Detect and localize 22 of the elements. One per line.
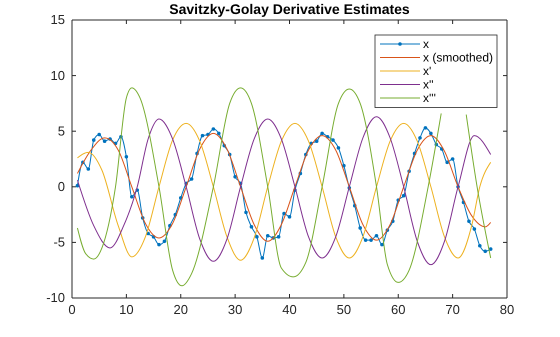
x-tick-label: 0 <box>68 302 76 318</box>
y-tick-label: 0 <box>58 178 65 194</box>
legend-label: x (smoothed) <box>423 50 494 64</box>
x-tick-label: 10 <box>119 302 134 318</box>
y-tick-label: 5 <box>58 123 65 138</box>
chart-title: Savitzky-Golay Derivative Estimates <box>169 1 410 17</box>
legend-label: x' <box>423 64 432 78</box>
x-tick-label: 70 <box>445 302 460 318</box>
x-tick-label: 50 <box>336 302 352 318</box>
legend-label: x'' <box>423 78 434 92</box>
y-tick-label: 10 <box>50 68 65 83</box>
x-tick-label: 20 <box>174 302 188 318</box>
x-tick-label: 40 <box>282 302 297 318</box>
y-tick-label: -5 <box>53 234 65 250</box>
legend-label: x''' <box>423 91 436 105</box>
x-tick-label: 30 <box>228 302 242 318</box>
line-series <box>76 132 492 242</box>
x-tick-label: 80 <box>500 302 514 318</box>
y-tick-label: 15 <box>50 12 65 28</box>
x-tick-label: 60 <box>391 302 406 318</box>
legend-label: x <box>423 37 429 51</box>
y-tick-label: -10 <box>46 290 65 306</box>
